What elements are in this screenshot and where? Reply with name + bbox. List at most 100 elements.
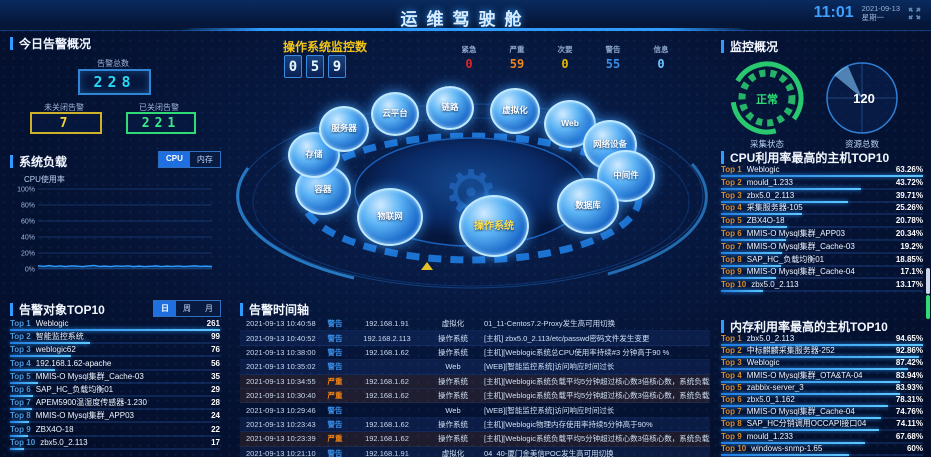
- host-name: MMIS-O Mysql集群_OTA&TA-04: [746, 370, 863, 380]
- metric-value: 76: [211, 345, 220, 355]
- metric-value: 60%: [906, 443, 923, 453]
- header: 运维驾驶舱 11:01 2021-09-13 星期一: [0, 0, 931, 31]
- page-scrollbar[interactable]: [926, 268, 930, 294]
- bar-fill: [721, 264, 782, 267]
- fullscreen-icon[interactable]: [908, 6, 921, 20]
- alarm-type: 操作系统: [438, 419, 468, 429]
- collection-status-gauge: 正常: [730, 61, 804, 135]
- metric-value: 74.76%: [895, 407, 923, 417]
- host-name: MMIS-O Mysql集群_APP03: [35, 411, 134, 421]
- list-item: Top 1 Weblogic 261: [10, 319, 220, 332]
- ring-node-label: 容器: [314, 184, 332, 195]
- alarm-type: Web: [445, 405, 461, 415]
- panel-title-system-load: 系统负载: [10, 153, 67, 170]
- ring-node-物联网[interactable]: 物联网: [357, 188, 423, 246]
- metric-value: 67.68%: [895, 431, 923, 441]
- tab-period-周[interactable]: 周: [176, 301, 198, 316]
- load-tabs: CPU 内存: [158, 151, 221, 168]
- title-accent: [240, 303, 243, 316]
- alarm-message: [主机][Weblogic物理内存使用率持续5分钟高于90%: [484, 419, 653, 429]
- tab-load-CPU[interactable]: CPU: [159, 152, 190, 167]
- bar-track: [10, 342, 220, 345]
- bar-fill: [10, 434, 28, 437]
- bar-track: [721, 290, 923, 293]
- timeline-row: 2021-09-13 10:34:55 严重 192.168.1.62 操作系统 [主机…: [240, 374, 710, 389]
- host-name: MMIS-O Mysql集群_Cache-04: [746, 267, 855, 277]
- list-item-line: Top 10 zbx5.0_2.113 13.17%: [721, 280, 923, 289]
- metric-value: 28: [211, 398, 220, 408]
- bar-track: [10, 355, 220, 358]
- list-item: Top 10 zbx5.0_2.113 13.17%: [721, 280, 923, 293]
- list-item: Top 8 SAP_HC分销调用OCCAPI接口04 74.11%: [721, 419, 923, 432]
- alarm-message: [WEB][智能监控系统]访问响应时间过长: [484, 362, 615, 372]
- bar-track: [721, 441, 923, 444]
- alarm-type: Web: [445, 362, 461, 372]
- list-item-line: Top 8 SAP_HC分销调用OCCAPI接口04 74.11%: [721, 419, 923, 428]
- list-item: Top 7 APEM5900温湿度传感器-1.230 28: [10, 398, 220, 411]
- svg-text:120: 120: [853, 91, 875, 106]
- total-alarms-label: 告警总数: [97, 59, 129, 68]
- tab-period-月[interactable]: 月: [198, 301, 220, 316]
- alarm-time: 2021-09-13 10:29:46: [246, 405, 316, 415]
- chart-axis-title: CPU使用率: [24, 175, 65, 184]
- carousel-up-arrow[interactable]: [421, 262, 433, 270]
- list-item: Top 5 MMIS-O Mysql集群_Cache-03 35: [10, 372, 220, 385]
- bar-fill: [721, 251, 783, 254]
- rank-label: Top 10: [721, 280, 747, 290]
- list-item: Top 4 采集服务器-105 25.26%: [721, 203, 923, 216]
- severity-value: 59: [509, 57, 525, 71]
- ring-node-云平台[interactable]: 云平台: [371, 92, 419, 136]
- host-name: mould_1.233: [746, 431, 794, 441]
- list-item-line: Top 6 zbx5.0_1.162 78.31%: [721, 395, 923, 404]
- metric-value: 83.94%: [895, 370, 923, 380]
- rank-label: Top 5: [721, 382, 742, 392]
- title-accent: [721, 151, 724, 164]
- bar-fill: [721, 453, 850, 456]
- list-item: Top 3 zbx5.0_2.113 39.71%: [721, 191, 923, 204]
- alarm-severity: 严重: [327, 391, 343, 401]
- ring-node-服务器[interactable]: 服务器: [319, 106, 369, 152]
- list-item: Top 8 MMIS-O Mysql集群_APP03 24: [10, 411, 220, 424]
- list-item-line: Top 7 MMIS-O Mysql集群_Cache-03 19.2%: [721, 242, 923, 251]
- alarm-time: 2021-09-13 10:38:00: [246, 347, 316, 357]
- list-item-line: Top 5 zabbix-server_3 83.93%: [721, 383, 923, 392]
- host-name: SAP_HC_负载均衡01: [35, 384, 114, 394]
- severity-stat-警告: 警告 55: [600, 44, 626, 71]
- ring-node-虚拟化[interactable]: 虚拟化: [490, 88, 540, 134]
- list-item: Top 6 MMIS-O Mysql集群_APP03 20.34%: [721, 229, 923, 242]
- bar-track: [721, 175, 923, 177]
- svg-text:40%: 40%: [21, 235, 35, 242]
- bar-fill: [721, 368, 908, 371]
- bar-track: [10, 394, 220, 397]
- panel-title-alarm-top10: 告警对象TOP10: [10, 301, 105, 318]
- ring-node-数据库[interactable]: 数据库: [557, 178, 619, 234]
- bar-fill: [10, 381, 39, 384]
- alarm-message: [主机][Weblogic系统负载平均5分钟超过核心数3倍核心数，系统负载过高: [484, 434, 710, 444]
- bar-fill: [721, 441, 866, 444]
- page-title: 运维驾驶舱: [400, 10, 531, 29]
- collection-status-label: 采集状态: [749, 139, 784, 149]
- bar-track: [721, 356, 923, 359]
- list-item-line: Top 7 MMIS-O Mysql集群_Cache-04 74.76%: [721, 407, 923, 416]
- list-item: Top 3 weblogic62 76: [10, 345, 220, 358]
- host-name: zbx5.0_2.113: [746, 190, 795, 200]
- resource-total-label: 资源总数: [844, 139, 879, 149]
- svg-text:80%: 80%: [21, 203, 35, 210]
- svg-text:正常: 正常: [756, 92, 778, 106]
- open-alarms-value: 7: [30, 112, 102, 134]
- tab-period-日[interactable]: 日: [154, 301, 176, 316]
- bar-track: [721, 344, 923, 346]
- bar-track: [721, 417, 923, 420]
- bar-track: [721, 264, 923, 267]
- bar-fill: [10, 408, 33, 411]
- list-item: Top 6 zbx5.0_1.162 78.31%: [721, 395, 923, 407]
- bar-track: [10, 421, 220, 424]
- ring-node-链路[interactable]: 链路: [426, 86, 474, 130]
- bar-track: [721, 429, 923, 432]
- ring-node-操作系统[interactable]: 操作系统: [459, 195, 529, 257]
- page-scrollbar-handle[interactable]: [926, 295, 930, 319]
- tab-load-内存[interactable]: 内存: [189, 152, 220, 167]
- severity-value: 0: [657, 57, 665, 71]
- alarm-type: 操作系统: [438, 434, 468, 444]
